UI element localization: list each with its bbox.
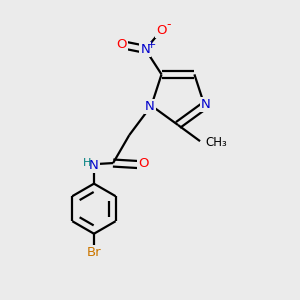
Text: O: O	[138, 158, 149, 170]
Text: N: N	[145, 100, 155, 113]
Text: O: O	[156, 24, 167, 37]
Text: Br: Br	[87, 246, 101, 260]
Text: H: H	[82, 158, 91, 168]
Text: -: -	[167, 18, 171, 32]
Text: N: N	[140, 43, 150, 56]
Text: N: N	[201, 98, 211, 111]
Text: CH₃: CH₃	[206, 136, 227, 149]
Text: N: N	[89, 159, 99, 172]
Text: O: O	[116, 38, 127, 51]
Text: +: +	[147, 40, 157, 50]
